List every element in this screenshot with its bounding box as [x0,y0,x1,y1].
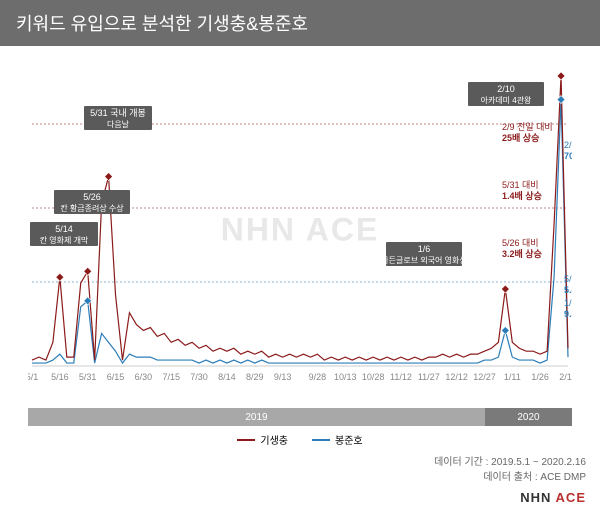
svg-text:2/10: 2/10 [559,372,572,382]
svg-text:1/11: 1/11 [504,372,521,382]
svg-text:5.4배 상승: 5.4배 상승 [564,284,572,295]
svg-text:70배 상승: 70배 상승 [564,150,572,161]
svg-text:25배 상승: 25배 상승 [502,132,539,143]
svg-text:5/26 대비: 5/26 대비 [564,274,572,284]
svg-text:8/14: 8/14 [218,372,236,382]
legend: 기생충 봉준호 [0,432,600,447]
logo-right: ACE [556,490,586,505]
svg-text:9/13: 9/13 [274,372,292,382]
header-bar: 키워드 유입으로 분석한 기생충&봉준호 [0,0,600,46]
svg-text:12/12: 12/12 [445,372,468,382]
svg-text:1/6: 1/6 [418,244,431,254]
svg-text:5/31 국내 개봉: 5/31 국내 개봉 [90,108,146,118]
chart-title: 키워드 유입으로 분석한 기생충&봉준호 [16,10,308,36]
legend-label: 봉준호 [335,432,363,447]
svg-text:5/26 대비: 5/26 대비 [502,238,539,248]
svg-text:1/26: 1/26 [531,372,549,382]
legend-label: 기생충 [260,432,288,447]
svg-text:11/27: 11/27 [418,372,440,382]
svg-text:11/12: 11/12 [390,372,412,382]
svg-text:3.2배 상승: 3.2배 상승 [502,248,542,259]
svg-text:10/28: 10/28 [362,372,385,382]
svg-text:2/9 전일 대비: 2/9 전일 대비 [564,140,572,150]
chart-area: NHN ACE 5/15/165/316/156/307/157/308/148… [28,60,572,400]
svg-text:6/15: 6/15 [107,372,125,382]
legend-item: 기생충 [237,432,288,447]
year-axis-bar: 20192020 [28,408,572,426]
svg-text:1.4배 상승: 1.4배 상승 [502,190,542,201]
svg-text:5/31 대비: 5/31 대비 [502,180,539,190]
svg-text:6/30: 6/30 [135,372,153,382]
svg-text:9.3배 상승: 9.3배 상승 [564,308,572,319]
svg-text:5/16: 5/16 [51,372,69,382]
svg-text:칸 영화제 개막: 칸 영화제 개막 [40,235,89,245]
data-source: 데이터 출처 : ACE DMP [434,470,586,485]
year-segment: 2020 [485,408,572,426]
svg-text:1/6 대비: 1/6 대비 [564,298,572,308]
svg-text:5/1: 5/1 [28,372,38,382]
footer-logo: NHN ACE [434,488,586,508]
svg-text:10/13: 10/13 [334,372,357,382]
svg-text:8/29: 8/29 [246,372,264,382]
footer: 데이터 기간 : 2019.5.1 ~ 2020.2.16 데이터 출처 : A… [434,455,586,508]
svg-text:7/30: 7/30 [190,372,208,382]
svg-text:9/28: 9/28 [309,372,327,382]
svg-text:12/27: 12/27 [473,372,496,382]
svg-text:5/14: 5/14 [55,224,73,234]
svg-text:아카데미 4관왕: 아카데미 4관왕 [481,95,532,105]
svg-text:5/31: 5/31 [79,372,97,382]
svg-text:5/26: 5/26 [83,192,101,202]
svg-text:칸 황금종려상 수상: 칸 황금종려상 수상 [60,203,124,213]
legend-swatch [312,439,330,441]
logo-left: NHN [520,490,551,505]
svg-text:2/10: 2/10 [497,84,515,94]
data-period: 데이터 기간 : 2019.5.1 ~ 2020.2.16 [434,455,586,470]
svg-text:다음날: 다음날 [107,119,130,129]
svg-text:2/9 전일 대비: 2/9 전일 대비 [502,122,553,132]
year-segment: 2019 [28,408,485,426]
svg-text:골든글로브 외국어 영화상: 골든글로브 외국어 영화상 [381,255,467,265]
legend-item: 봉준호 [312,432,363,447]
svg-text:7/15: 7/15 [162,372,180,382]
line-chart: 5/1 5/16 5/31 6/15 6/30 7/15 7/30 8/14 8/29 9/13 9… [28,60,572,400]
chart-container: 키워드 유입으로 분석한 기생충&봉준호 NHN ACE 5/1 5/16 5/31… [0,0,600,517]
legend-swatch [237,439,255,441]
